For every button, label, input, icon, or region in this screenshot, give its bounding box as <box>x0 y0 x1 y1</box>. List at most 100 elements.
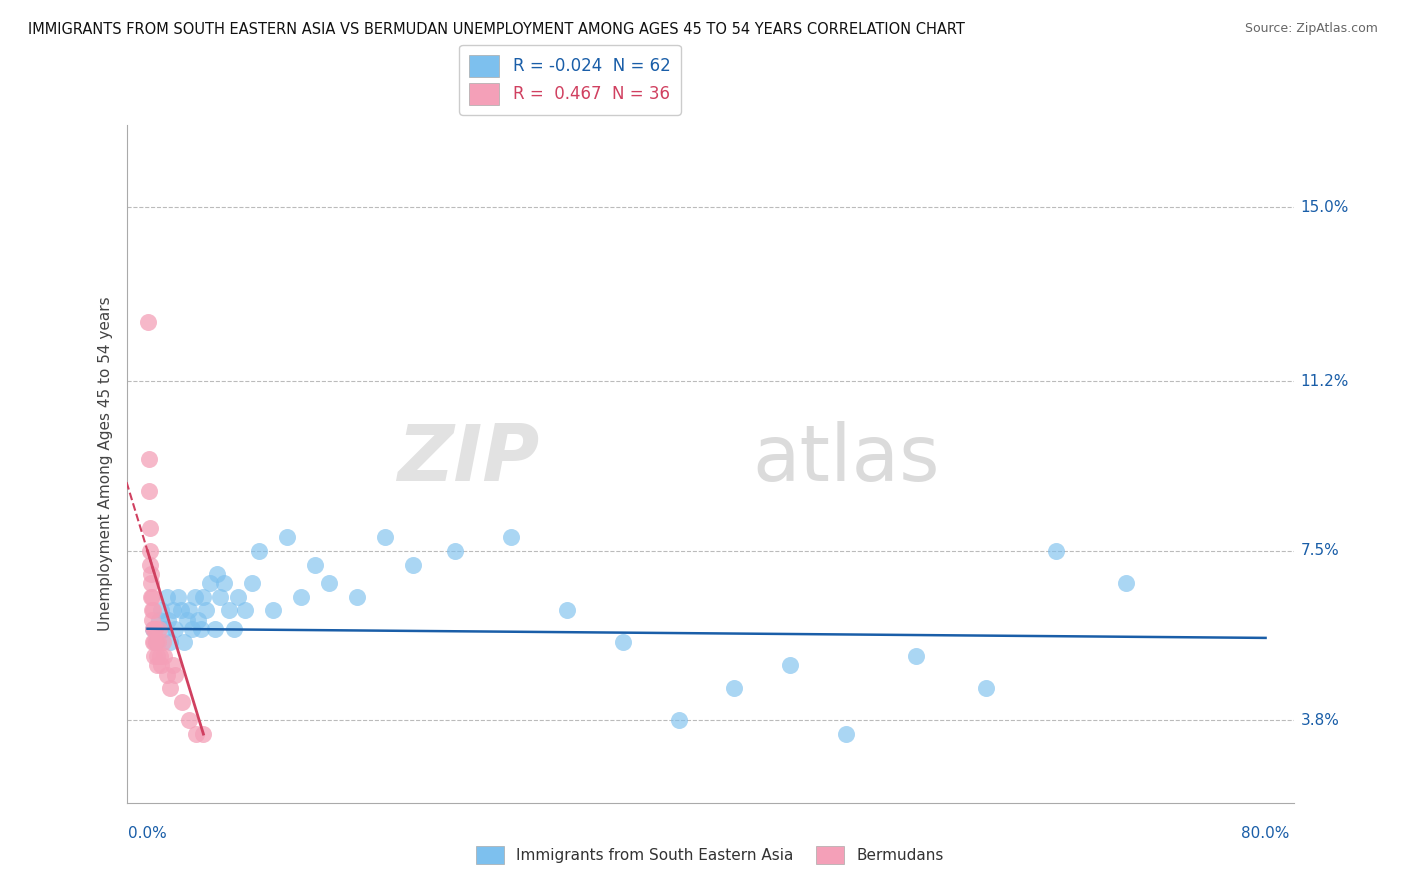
Point <box>186 727 208 741</box>
Point <box>193 590 215 604</box>
Point <box>136 315 159 329</box>
Point <box>143 649 166 664</box>
Point <box>139 566 162 581</box>
Text: 11.2%: 11.2% <box>1301 374 1348 389</box>
Text: atlas: atlas <box>752 421 941 497</box>
Point <box>159 635 181 649</box>
Point <box>152 635 174 649</box>
Point <box>157 613 180 627</box>
Point <box>139 544 162 558</box>
Text: 0.0%: 0.0% <box>128 826 167 840</box>
Point <box>145 649 167 664</box>
Point <box>290 590 312 604</box>
Point <box>444 544 467 558</box>
Point <box>555 603 578 617</box>
Point <box>779 658 801 673</box>
Point <box>142 603 165 617</box>
Point <box>148 622 170 636</box>
Point <box>195 603 218 617</box>
Point <box>1045 544 1067 558</box>
Point <box>240 576 263 591</box>
Point <box>142 622 165 636</box>
Point <box>159 681 181 696</box>
Point <box>179 603 201 617</box>
Point <box>176 613 198 627</box>
Point <box>153 649 176 664</box>
Point <box>162 603 184 617</box>
Point <box>209 590 232 604</box>
Point <box>193 727 215 741</box>
Point <box>165 667 187 681</box>
Point <box>173 635 195 649</box>
Point <box>167 590 190 604</box>
Point <box>262 603 284 617</box>
Point <box>974 681 997 696</box>
Point <box>149 649 172 664</box>
Point <box>141 590 163 604</box>
Point <box>156 667 179 681</box>
Point <box>143 635 166 649</box>
Point <box>170 603 193 617</box>
Point <box>187 613 209 627</box>
Point <box>146 635 169 649</box>
Point <box>723 681 745 696</box>
Point <box>228 590 250 604</box>
Point <box>200 576 222 591</box>
Point <box>138 484 160 499</box>
Point <box>143 622 166 636</box>
Point <box>148 613 170 627</box>
Point <box>141 613 163 627</box>
Point <box>247 544 270 558</box>
Point <box>402 558 425 572</box>
Point <box>150 658 173 673</box>
Point <box>276 530 298 544</box>
Point <box>374 530 396 544</box>
Point <box>207 566 229 581</box>
Point <box>1115 576 1137 591</box>
Point <box>905 649 928 664</box>
Text: ZIP: ZIP <box>396 421 538 497</box>
Point <box>142 622 165 636</box>
Point <box>668 714 690 728</box>
Text: 3.8%: 3.8% <box>1301 713 1340 728</box>
Point <box>138 452 160 467</box>
Point <box>142 635 165 649</box>
Point <box>172 695 194 709</box>
Point <box>499 530 522 544</box>
Point <box>156 590 179 604</box>
Point <box>304 558 326 572</box>
Point <box>835 727 858 741</box>
Point <box>165 622 187 636</box>
Point <box>139 576 162 591</box>
Point <box>150 603 173 617</box>
Point <box>138 521 160 535</box>
Text: IMMIGRANTS FROM SOUTH EASTERN ASIA VS BERMUDAN UNEMPLOYMENT AMONG AGES 45 TO 54 : IMMIGRANTS FROM SOUTH EASTERN ASIA VS BE… <box>28 22 965 37</box>
Point <box>146 658 169 673</box>
Point <box>204 622 226 636</box>
Point <box>141 590 163 604</box>
Y-axis label: Unemployment Among Ages 45 to 54 years: Unemployment Among Ages 45 to 54 years <box>97 296 112 632</box>
Point <box>346 590 368 604</box>
Point <box>145 635 167 649</box>
Point <box>162 658 184 673</box>
Point <box>181 622 204 636</box>
Point <box>224 622 246 636</box>
Text: 15.0%: 15.0% <box>1301 200 1348 215</box>
Point <box>214 576 236 591</box>
Point <box>190 622 212 636</box>
Point <box>141 603 163 617</box>
Point <box>233 603 256 617</box>
Text: 7.5%: 7.5% <box>1301 543 1340 558</box>
Point <box>142 622 165 636</box>
Point <box>153 622 176 636</box>
Point <box>145 635 167 649</box>
Text: Source: ZipAtlas.com: Source: ZipAtlas.com <box>1244 22 1378 36</box>
Point <box>179 714 201 728</box>
Legend: Immigrants from South Eastern Asia, Bermudans: Immigrants from South Eastern Asia, Berm… <box>471 840 949 870</box>
Point <box>139 558 162 572</box>
Text: 80.0%: 80.0% <box>1241 826 1289 840</box>
Point <box>184 590 207 604</box>
Point <box>612 635 634 649</box>
Point <box>218 603 240 617</box>
Point <box>318 576 340 591</box>
